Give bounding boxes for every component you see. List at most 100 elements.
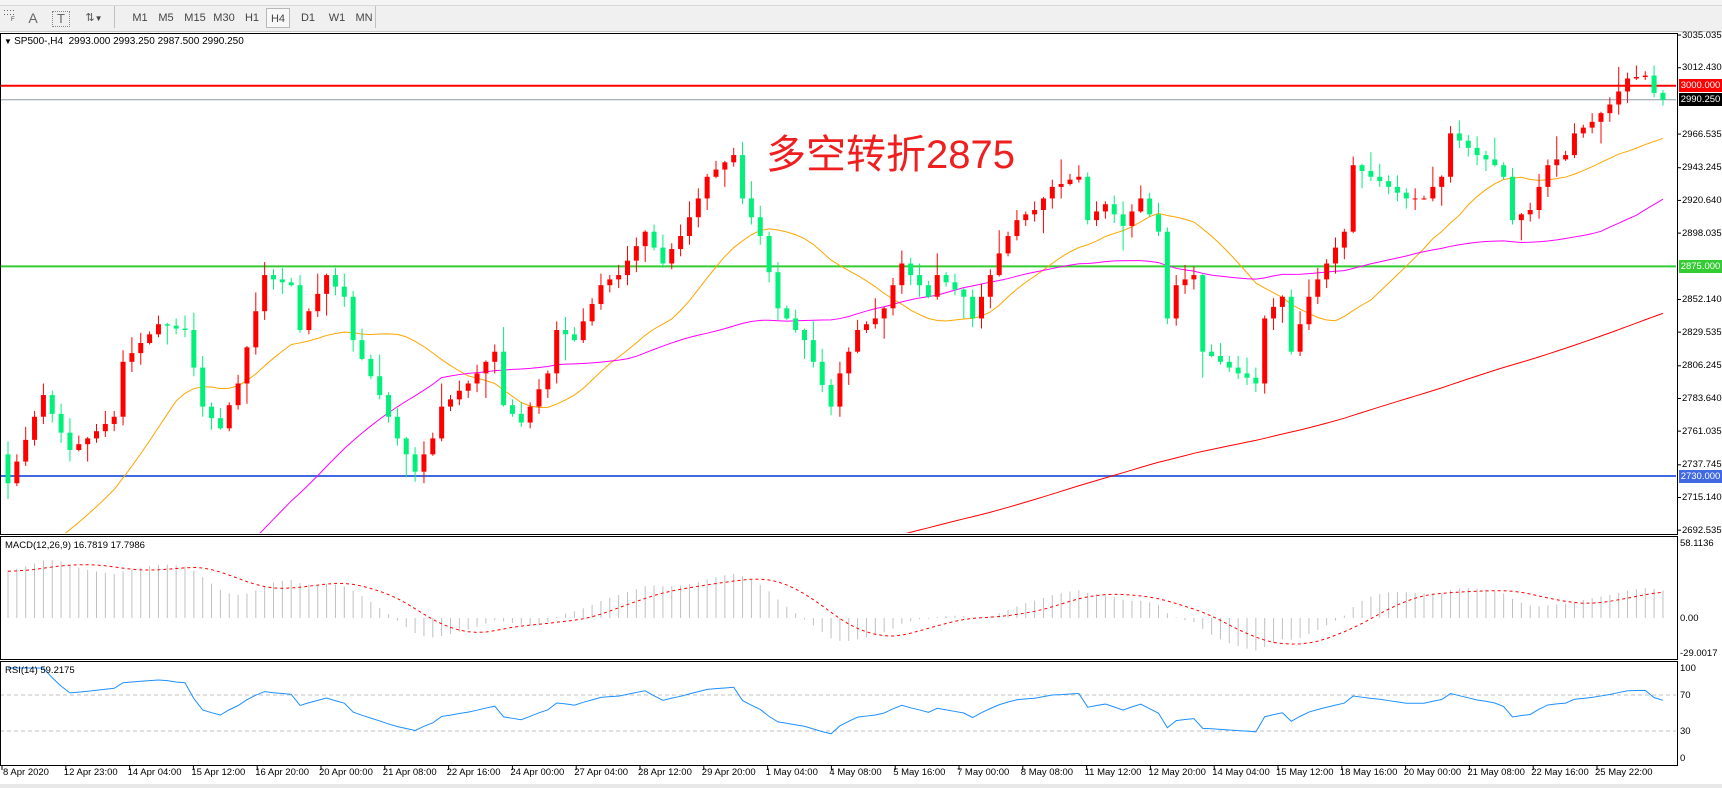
candle-body-bull (1191, 275, 1197, 280)
candle-body-bull (85, 438, 91, 445)
candle-body-bull (1571, 133, 1577, 156)
text-tool-button[interactable]: A (28, 10, 38, 26)
candle (1244, 357, 1250, 385)
candle (1200, 273, 1206, 378)
candle (580, 308, 586, 344)
candle (1023, 211, 1029, 226)
candle (934, 253, 940, 300)
level-tag-3000.000: 3000.000 (1679, 79, 1722, 93)
toolbar: F A T ⇅▼ M1 M5 M15 M30 H1 H4 D1 W1 MN (0, 0, 1722, 32)
candle-body-bull (1518, 214, 1524, 221)
time-axis-label: 16 Apr 20:00 (255, 767, 310, 778)
candle (1173, 275, 1179, 326)
candle-body-bull (1633, 77, 1639, 79)
candle-body-bull (1430, 186, 1436, 199)
candle (58, 403, 64, 443)
candle-body-bear (164, 324, 170, 326)
candle-body-bear (651, 231, 657, 248)
price-axis-label: 2966.535 (1682, 128, 1722, 140)
candle-body-bull (846, 351, 852, 374)
timeframe-h4-button[interactable]: H4 (266, 8, 290, 28)
candle-body-bull (465, 383, 471, 391)
rsi-title: RSI(14) 59.2175 (5, 665, 75, 676)
candle-body-bull (642, 231, 648, 247)
candle-body-bear (1226, 361, 1232, 368)
candle-body-bear (1253, 377, 1259, 384)
candle-body-bull (1563, 155, 1569, 160)
candle-body-bear (775, 272, 781, 309)
candle-body-bear (1456, 133, 1462, 141)
price-axis-label: 2783.640 (1682, 392, 1722, 404)
candle-body-bull (155, 324, 161, 335)
timeframe-d1-button[interactable]: D1 (300, 12, 316, 24)
candle-body-bear (740, 155, 746, 199)
candle-body-bull (1297, 324, 1303, 352)
candle (651, 224, 657, 251)
macd-axis-label: 58.1136 (1680, 537, 1714, 549)
candle (173, 318, 179, 335)
text-label-tool-button[interactable]: T (52, 11, 70, 27)
timeframe-h1-button[interactable]: H1 (244, 12, 260, 24)
candle-body-bull (987, 275, 993, 297)
candle (1288, 289, 1294, 355)
candle-body-bull (1554, 159, 1560, 166)
timeframe-m15-button[interactable]: M15 (184, 12, 206, 24)
toolbar-separator (375, 6, 376, 28)
candle (474, 364, 480, 393)
candle (85, 436, 91, 462)
candle (306, 308, 312, 335)
candle-body-bear (1085, 176, 1091, 221)
candle-body-bear (1209, 351, 1215, 357)
candle (1094, 201, 1100, 226)
candle (483, 360, 489, 398)
rsi-pane-border (0, 661, 1678, 766)
grid-icon[interactable]: F (2, 8, 18, 28)
candle (625, 246, 630, 286)
candle (1625, 72, 1631, 104)
candle-body-bear (571, 334, 577, 341)
arrows-dropdown-button[interactable]: ⇅▼ (80, 8, 108, 28)
timeframe-m5-button[interactable]: M5 (158, 12, 174, 24)
candle (642, 230, 648, 263)
candle-body-bull (527, 406, 533, 423)
time-axis-label: 22 Apr 16:00 (446, 767, 501, 778)
collapse-triangle-icon[interactable]: ▼ (4, 37, 15, 46)
candle-body-bear (394, 416, 400, 439)
candle (1297, 311, 1303, 357)
timeframe-w1-button[interactable]: W1 (328, 12, 346, 24)
candle (908, 257, 914, 286)
candle-body-bull (1350, 165, 1356, 232)
candle (1217, 343, 1223, 365)
candle (722, 160, 728, 187)
candle (111, 410, 117, 432)
time-axis-label: 22 May 16:00 (1531, 767, 1589, 778)
candle (1518, 212, 1524, 241)
candle (996, 230, 1002, 277)
candle-body-bull (483, 361, 489, 374)
candle-body-bull (138, 343, 144, 354)
candle (297, 275, 303, 333)
candle-body-bear (1394, 186, 1400, 193)
macd-axis-label: 0.00 (1680, 612, 1699, 624)
candle-body-bull (1324, 263, 1330, 280)
candle-body-bull (722, 162, 728, 170)
candle-body-bear (757, 217, 763, 237)
candle-body-bull (704, 176, 710, 199)
candle-body-bull (1527, 210, 1533, 215)
candle (1306, 279, 1312, 331)
candle-body-bull (324, 275, 330, 294)
candle-body-bear (200, 367, 206, 407)
timeframe-m1-button[interactable]: M1 (132, 12, 148, 24)
candle-body-bear (173, 325, 179, 329)
candle-body-bear (341, 286, 347, 297)
timeframe-mn-button[interactable]: MN (355, 12, 373, 24)
candle-body-bull (1058, 184, 1064, 187)
candle-body-bull (1589, 121, 1595, 128)
candle-body-bear (1120, 214, 1126, 226)
candle (554, 321, 560, 384)
candle-body-bull (996, 253, 1002, 276)
candle (987, 269, 993, 309)
timeframe-m30-button[interactable]: M30 (213, 12, 235, 24)
candle (563, 316, 569, 361)
